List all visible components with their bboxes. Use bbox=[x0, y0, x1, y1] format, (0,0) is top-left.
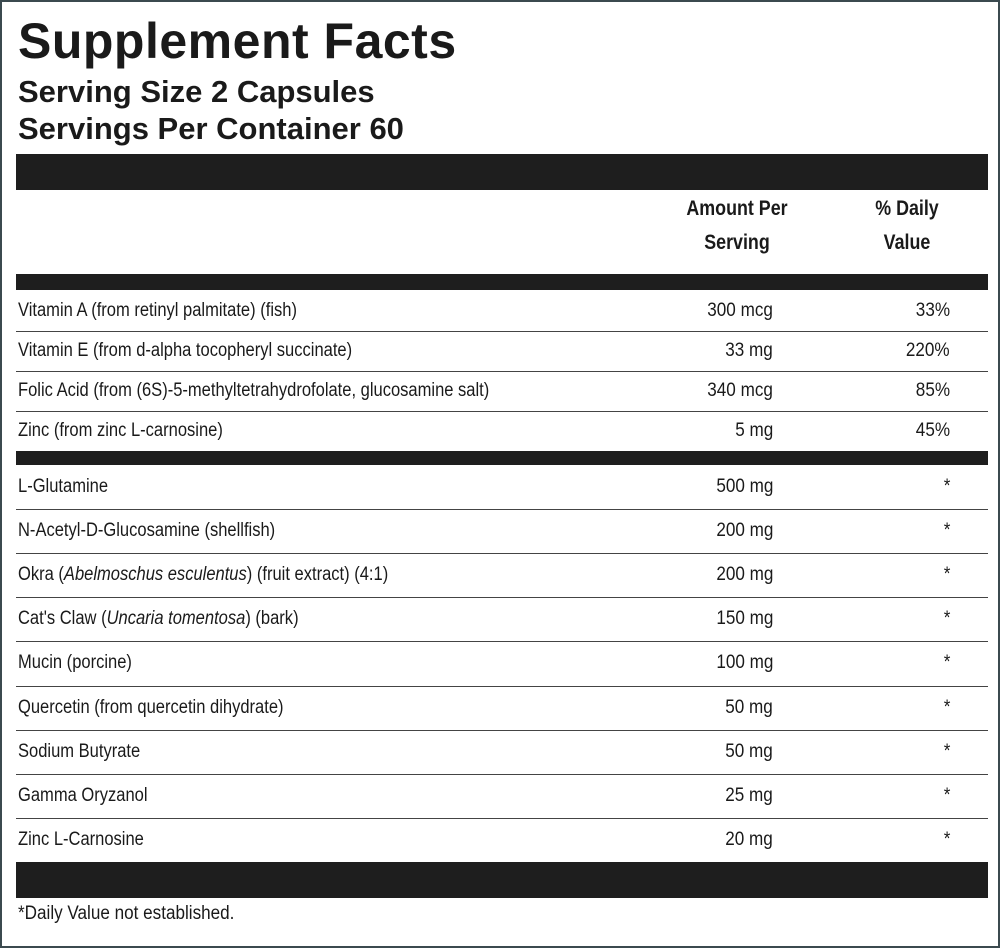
ingredient-name: Folic Acid (from (6S)-5-methyltetrahydro… bbox=[18, 380, 490, 401]
daily-value: 220% bbox=[906, 340, 950, 361]
daily-value: 45% bbox=[915, 420, 950, 441]
amount: 50 mg bbox=[725, 696, 773, 718]
daily-value: * bbox=[943, 696, 950, 718]
amount: 200 mg bbox=[715, 520, 773, 542]
row-divider bbox=[16, 597, 988, 599]
daily-value: * bbox=[943, 476, 950, 498]
name-part: Abelmoschus esculentus bbox=[63, 564, 247, 586]
black-bar bbox=[16, 862, 988, 898]
row-divider bbox=[16, 331, 988, 332]
daily-value: 33% bbox=[915, 300, 950, 321]
serving-size: Serving Size 2 Capsules bbox=[18, 74, 375, 109]
row-divider bbox=[16, 509, 988, 511]
black-bar bbox=[16, 154, 988, 190]
amount: 500 mg bbox=[715, 476, 773, 498]
ingredient-name: Zinc L-Carnosine bbox=[18, 828, 144, 850]
amount: 340 mcg bbox=[707, 380, 773, 401]
amount: 33 mg bbox=[725, 340, 773, 361]
ingredient-name: Quercetin (from quercetin dihydrate) bbox=[18, 696, 284, 718]
amount: 100 mg bbox=[715, 652, 773, 674]
row-divider bbox=[16, 817, 988, 819]
ingredient-name: Gamma Oryzanol bbox=[18, 784, 148, 806]
row-divider bbox=[16, 371, 988, 372]
name-part: ) (fruit extract) (4:1) bbox=[246, 564, 389, 586]
daily-value: 85% bbox=[915, 380, 950, 401]
ingredient-name: N-Acetyl-D-Glucosamine (shellfish) bbox=[18, 520, 276, 542]
amount: 300 mcg bbox=[707, 300, 773, 321]
ingredient-name: Vitamin A (from retinyl palmitate) (fish… bbox=[18, 300, 297, 321]
daily-value-header: % Daily Value bbox=[875, 197, 939, 254]
amount: 50 mg bbox=[725, 740, 773, 762]
daily-value: * bbox=[943, 828, 950, 850]
amount: 200 mg bbox=[715, 564, 773, 586]
name-part: Cat's Claw ( bbox=[18, 608, 107, 630]
footnote: *Daily Value not established. bbox=[18, 903, 235, 924]
ingredient-name: Zinc (from zinc L-carnosine) bbox=[18, 420, 223, 441]
ingredient-name: Vitamin E (from d-alpha tocopheryl succi… bbox=[18, 340, 353, 361]
ingredient-name: Mucin (porcine) bbox=[18, 652, 132, 674]
ingredient-name: Sodium Butyrate bbox=[18, 740, 141, 762]
name-part: Okra ( bbox=[18, 564, 64, 586]
title: Supplement Facts bbox=[18, 13, 457, 69]
daily-value: * bbox=[943, 564, 950, 586]
daily-value: * bbox=[943, 784, 950, 806]
row-divider bbox=[16, 411, 988, 412]
ingredient-name: L-Glutamine bbox=[18, 476, 109, 498]
row-divider bbox=[16, 773, 988, 775]
ingredient-name: Okra (Abelmoschus esculentus) (fruit ext… bbox=[18, 564, 388, 586]
daily-value: * bbox=[943, 740, 950, 762]
ingredient-name: Cat's Claw (Uncaria tomentosa) (bark) bbox=[18, 608, 299, 630]
amount-header: Amount Per Serving bbox=[686, 197, 788, 254]
name-part: ) (bark) bbox=[245, 608, 299, 630]
daily-value: * bbox=[943, 608, 950, 630]
daily-value: * bbox=[943, 520, 950, 542]
row-divider bbox=[16, 729, 988, 731]
servings-per-container: Servings Per Container 60 bbox=[18, 111, 404, 146]
row-divider bbox=[16, 641, 988, 643]
row-divider bbox=[16, 685, 988, 687]
thick-bar bbox=[16, 451, 988, 465]
thick-bar bbox=[16, 274, 988, 290]
amount: 20 mg bbox=[725, 828, 773, 850]
amount: 5 mg bbox=[734, 420, 773, 441]
amount: 150 mg bbox=[715, 608, 773, 630]
name-part: Uncaria tomentosa bbox=[106, 608, 246, 630]
amount: 25 mg bbox=[725, 784, 773, 806]
row-divider bbox=[16, 553, 988, 555]
daily-value: * bbox=[943, 652, 950, 674]
